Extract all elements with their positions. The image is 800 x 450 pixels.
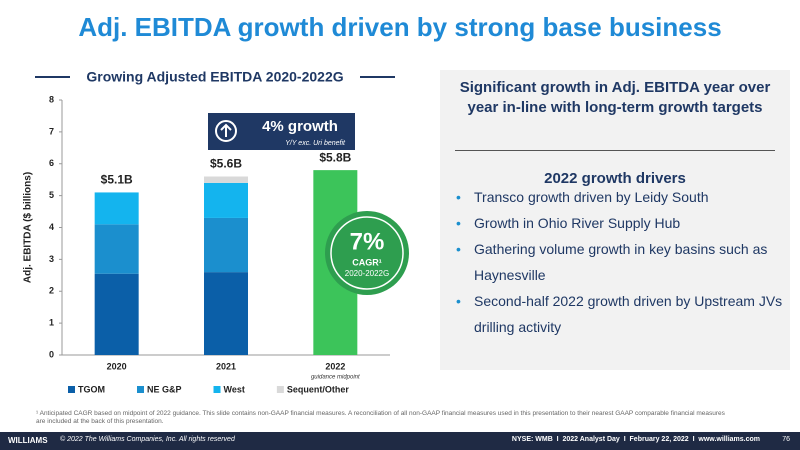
- bullet: Growth in Ohio River Supply Hub: [456, 210, 800, 236]
- legend-label: TGOM: [78, 384, 105, 394]
- y-tick-label: 5: [49, 190, 54, 200]
- total-label: $5.1B: [101, 173, 133, 187]
- footnote: ¹ Anticipated CAGR based on midpoint of …: [36, 410, 725, 425]
- category-note: guidance midpoint: [311, 375, 360, 381]
- y-tick-label: 2: [49, 286, 54, 296]
- badge-period: 2020-2022G: [345, 269, 389, 278]
- y-tick-label: 6: [49, 158, 54, 168]
- badge-ring: [330, 216, 404, 290]
- bar-segment: [94, 273, 139, 355]
- bar-segment: [204, 272, 248, 355]
- bullet: Transco growth driven by Leidy South: [456, 184, 800, 210]
- legend-swatch: [68, 386, 75, 393]
- chart-title: Growing Adjusted EBITDA 2020-2022G: [86, 69, 343, 85]
- y-tick-label: 1: [49, 318, 54, 328]
- y-axis-label: Adj. EBITDA ($ billions): [23, 172, 34, 283]
- callout-icon: [215, 120, 237, 142]
- chart: Growing Adjusted EBITDA 2020-2022G Adj. E…: [23, 69, 409, 394]
- bar-segment: [94, 224, 139, 274]
- footer-brand: WILLIAMS: [8, 436, 48, 445]
- legend-label: Sequent/Other: [287, 384, 350, 394]
- bar-segment: [94, 192, 139, 225]
- badge: [325, 211, 409, 295]
- bullet: Second-half 2022 growth driven by Upstre…: [456, 288, 800, 340]
- x-tick-label: 2021: [216, 361, 236, 371]
- bullet-list: Transco growth driven by Leidy SouthGrow…: [452, 184, 800, 340]
- total-label: $5.8B: [319, 150, 351, 164]
- x-tick-label: 2020: [107, 361, 127, 371]
- callout-arrow: [220, 123, 232, 137]
- callout-box: [208, 113, 355, 150]
- y-tick-label: 4: [49, 222, 54, 232]
- legend-swatch: [137, 386, 144, 393]
- legend-label: NE G&P: [147, 384, 182, 394]
- y-tick-label: 8: [49, 94, 54, 104]
- callout-headline: 4% growth: [262, 118, 338, 135]
- x-tick-label: 2022: [325, 361, 345, 371]
- footer-copyright: © 2022 The Williams Companies, Inc. All …: [60, 436, 235, 443]
- y-tick-label: 7: [49, 126, 54, 136]
- text-panel: Significant growth in Adj. EBITDA year o…: [440, 70, 790, 370]
- badge-value: 7%: [350, 228, 385, 255]
- bar-segment: [204, 217, 248, 273]
- page-number: 76: [782, 436, 790, 443]
- slide-title: Adj. EBITDA growth driven by strong base…: [78, 12, 722, 42]
- legend-label: West: [224, 384, 245, 394]
- divider: [455, 150, 775, 151]
- panel-headline: Significant growth in Adj. EBITDA year o…: [459, 79, 771, 116]
- footer-bar: WILLIAMS © 2022 The Williams Companies, …: [0, 432, 800, 450]
- bullet: Gathering volume growth in key basins su…: [456, 236, 800, 288]
- bar-segment: [204, 176, 248, 183]
- legend-swatch: [213, 386, 221, 393]
- badge-label: CAGR¹: [352, 257, 382, 267]
- y-tick-label: 0: [49, 349, 54, 359]
- y-tick-label: 3: [49, 254, 54, 264]
- panel-subhead: 2022 growth drivers: [544, 170, 686, 187]
- total-label: $5.6B: [210, 157, 242, 171]
- footer-event: NYSE: WMB I 2022 Analyst Day I February …: [511, 436, 760, 443]
- callout-note: Y/Y exc. Uri benefit: [285, 140, 346, 147]
- bar-segment: [204, 182, 248, 218]
- legend-swatch: [276, 386, 284, 393]
